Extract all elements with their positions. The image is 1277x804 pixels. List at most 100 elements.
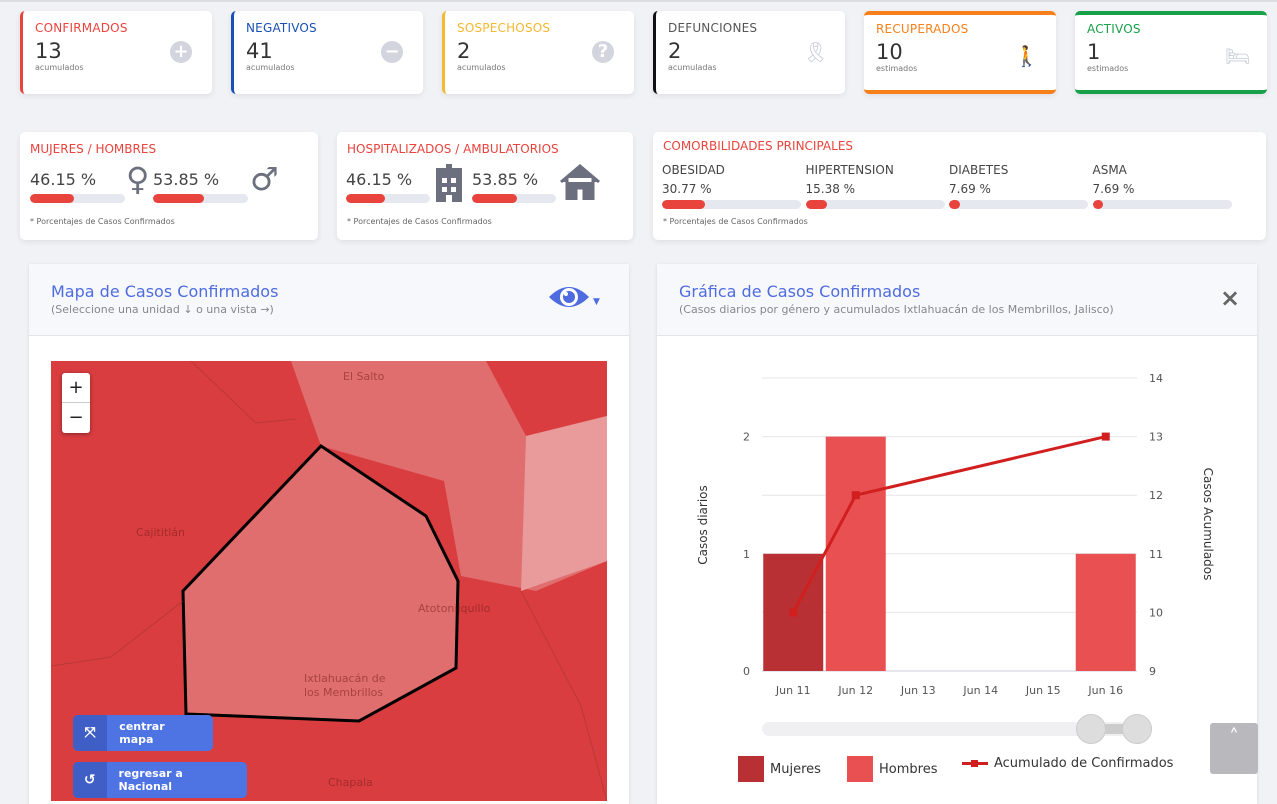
comorbidity-bar [662,200,801,209]
undo-icon: ↺ [73,762,107,798]
comorbidity-bar [805,200,945,209]
comorbidity-name: DIABETES [949,163,1009,177]
legend-label: Mujeres [770,761,821,777]
range-slider-handle-left[interactable] [1076,714,1106,744]
amb-bar [472,194,556,203]
stat-card-confirmados: CONFIRMADOS 13 acumulados + [20,11,212,94]
map-label: los Membrillos [304,686,384,699]
view-selector[interactable]: ▼ [548,282,600,312]
home-icon [560,164,600,200]
comorbidity-name: HIPERTENSION [805,163,894,177]
legend-label: Hombres [879,761,938,777]
stat-card-negativos: NEGATIVOS 41 acumulados − [231,11,423,94]
stat-title: CONFIRMADOS [35,21,128,35]
women-bar [30,194,125,203]
comorbidities-note: * Porcentajes de Casos Confirmados [663,217,808,226]
hosp-bar [346,194,430,203]
gender-title: MUJERES / HOMBRES [30,142,157,156]
map-title: Mapa de Casos Confirmados [51,282,279,301]
stat-sub: acumuladas [668,63,717,72]
legend-mujeres[interactable]: Mujeres [738,756,821,782]
amb-pct: 53.85 % [472,170,539,189]
stat-value: 2 [457,39,471,63]
chart-subtitle: (Casos diarios por género y acumulados I… [679,303,1114,316]
stat-value: 1 [1087,40,1101,64]
zoom-control: + − [62,373,90,433]
stat-value: 41 [246,39,273,63]
hospital-note: * Porcentajes de Casos Confirmados [347,217,492,226]
range-slider-track[interactable] [762,722,1152,736]
hospital-card: HOSPITALIZADOS / AMBULATORIOS 46.15 % 53… [337,132,633,240]
back-national-button[interactable]: ↺ regresar a Nacional [73,762,247,798]
walking-icon: 🚶 [1014,44,1039,68]
chart-title: Gráfica de Casos Confirmados [679,282,921,301]
region-ixtlahuacan-selected [181,444,460,723]
map-label: El Salto [343,370,385,383]
zoom-in-button[interactable]: + [62,373,90,403]
comorbidity-pct: 30.77 % [662,182,712,196]
comorbidity-bar [1092,200,1232,209]
legend-label: Acumulado de Confirmados [994,756,1174,771]
stat-sub: estimados [876,64,918,73]
legend-hombres[interactable]: Hombres [847,756,937,782]
stat-value: 2 [668,39,682,63]
map-subtitle: (Seleccione una unidad ↓ o una vista →) [51,303,274,316]
stat-card-sospechosos: SOSPECHOSOS 2 acumulados? [442,11,634,94]
gender-card: MUJERES / HOMBRES 46.15 % ♀ 53.85 % ♂ * … [20,132,318,240]
scroll-top-button[interactable]: ˄ [1210,723,1258,774]
close-button[interactable]: × [1220,284,1241,312]
map-view[interactable]: El Salto Cajititlán Atotonilquillo Ixtla… [51,361,607,801]
question-circle-icon: ? [592,41,614,63]
map-polygons[interactable] [51,361,607,801]
stat-sub: acumulados [457,63,506,72]
comorbidities-card: COMORBILIDADES PRINCIPALES OBESIDAD 30.77… [653,132,1266,240]
men-bar [153,194,248,203]
map-label: Cajititlán [136,526,185,539]
eye-icon [549,287,589,307]
chevron-down-icon: ▼ [593,297,600,307]
bed-icon: 🛏 [1225,44,1251,68]
back-national-label: regresar a Nacional [118,767,183,793]
hospital-icon [436,164,462,202]
stat-title: ACTIVOS [1087,22,1141,36]
comorbidity-pct: 7.69 % [1092,182,1135,196]
stat-title: NEGATIVOS [246,21,317,35]
map-label: Ixtlahuacán de [304,672,386,685]
comorbidity-pct: 15.38 % [805,182,856,196]
stat-title: RECUPERADOS [876,22,969,36]
comorbidity-name: OBESIDAD [662,163,725,177]
men-pct: 53.85 % [153,170,220,189]
stat-card-recuperados: RECUPERADOS 10 estimados 🚶 [864,11,1056,94]
female-icon: ♀ [126,160,150,198]
plus-circle-icon: + [170,41,192,63]
zoom-out-button[interactable]: − [68,407,84,428]
stat-title: SOSPECHOSOS [457,21,551,35]
map-panel: Mapa de Casos Confirmados (Seleccione un… [29,264,629,804]
women-pct: 46.15 % [30,170,97,189]
legend-acumulado[interactable]: Acumulado de Confirmados [962,756,1173,771]
stat-value: 10 [876,40,903,64]
stat-title: DEFUNCIONES [668,21,758,35]
stat-sub: estimados [1087,64,1129,73]
compress-icon: ⤧ [73,715,108,751]
stat-sub: acumulados [246,63,295,72]
comorbidity-pct: 7.69 % [949,182,991,196]
region-east [521,416,607,591]
hosp-pct: 46.15 % [346,170,413,189]
stat-card-defunciones: DEFUNCIONES 2 acumuladas 🎗 [653,11,845,94]
hospital-title: HOSPITALIZADOS / AMBULATORIOS [347,142,559,156]
comorbidity-name: ASMA [1092,163,1127,177]
center-map-label: centrar mapa [119,720,165,746]
stat-card-activos: ACTIVOS 1 estimados 🛏 [1075,11,1267,94]
comorbidities-title: COMORBILIDADES PRINCIPALES [663,139,854,153]
range-slider-handle-right[interactable] [1122,714,1152,744]
map-label: Atotonilquillo [418,602,491,615]
range-slider-selection[interactable] [1105,724,1135,734]
gender-note: * Porcentajes de Casos Confirmados [30,217,175,226]
stat-sub: acumulados [35,63,84,72]
map-label: Chapala [328,776,373,789]
center-map-button[interactable]: ⤧ centrar mapa [73,715,213,751]
male-icon: ♂ [250,160,279,198]
comorbidity-bar [949,200,1088,209]
stat-value: 13 [35,39,62,63]
